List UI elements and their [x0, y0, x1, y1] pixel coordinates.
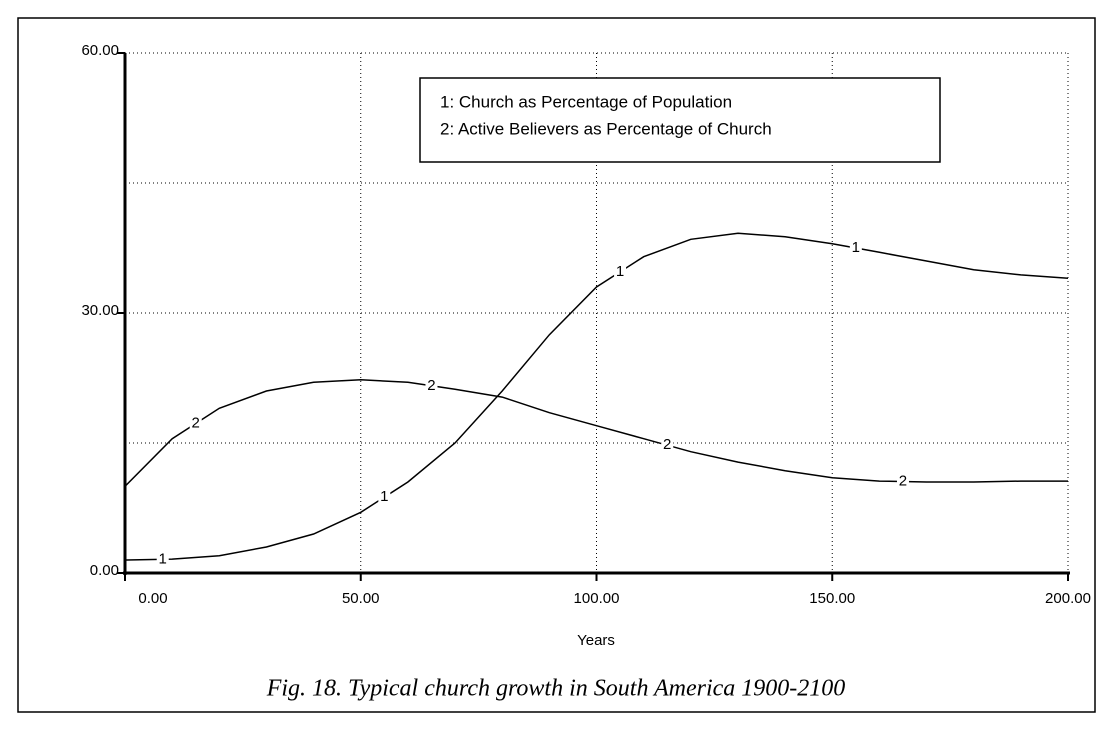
- line-marker: 2: [427, 377, 435, 394]
- line-marker-bg: [378, 488, 391, 507]
- line-marker-bg: [425, 376, 438, 395]
- line-marker: 2: [663, 436, 671, 453]
- line-marker-bg: [156, 550, 169, 569]
- frame: [17, 17, 1096, 713]
- line-marker: 1: [380, 488, 388, 505]
- x-tick-label: 150.00: [809, 590, 855, 607]
- line-marker-bg: [661, 436, 674, 455]
- caption: Fig. 18. Typical church growth in South …: [266, 676, 846, 702]
- x-tick-label: 0.00: [138, 590, 167, 607]
- x-tick-label: 50.00: [342, 590, 380, 607]
- x-tick-label: 200.00: [1045, 590, 1091, 607]
- series-line: [124, 232, 1069, 561]
- line-marker-bg: [189, 414, 202, 433]
- x-axis-label: Years: [577, 632, 615, 649]
- legend-entry: 2: Active Believers as Percentage of Chu…: [440, 119, 772, 138]
- line-marker-bg: [896, 472, 909, 491]
- line-marker: 1: [616, 263, 624, 280]
- line-marker-bg: [849, 239, 862, 257]
- y-tick-label: 0.00: [90, 562, 119, 579]
- y-tick-label: 60.00: [81, 42, 119, 59]
- x-tick-label: 100.00: [574, 590, 620, 607]
- line-marker: 1: [159, 550, 167, 567]
- y-tick-label: 30.00: [81, 302, 119, 319]
- line-marker: 1: [852, 239, 860, 256]
- legend-entry: 1: Church as Percentage of Population: [440, 92, 732, 111]
- legend-box: [419, 77, 941, 163]
- line-marker: 2: [192, 414, 200, 431]
- line-marker: 2: [899, 473, 907, 490]
- line-marker-bg: [614, 262, 627, 281]
- series-line: [124, 378, 1068, 487]
